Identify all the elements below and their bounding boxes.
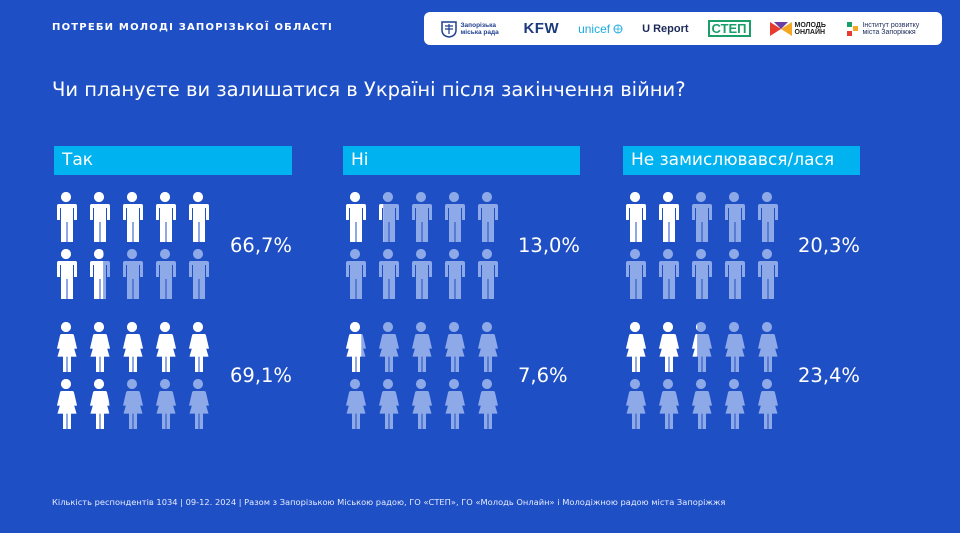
partner-logos: Запорізька міська рада KFW unicef U Repo… [424, 12, 942, 45]
pct-label-no-male: 13,0% [518, 234, 580, 257]
category-label-undecided: Не замислювався/лася [623, 146, 860, 175]
female-person-icon [189, 322, 209, 372]
female-person-icon [626, 379, 646, 429]
male-person-icon [346, 192, 366, 242]
logo-unicef: unicef [578, 21, 623, 36]
female-person-icon [57, 322, 77, 372]
female-person-icon [445, 379, 465, 429]
female-person-icon [57, 379, 77, 429]
male-person-icon [412, 249, 432, 299]
female-person-icon [156, 322, 176, 372]
female-person-icon [346, 322, 366, 372]
pct-label-yes-male: 66,7% [230, 234, 292, 257]
female-person-icon [692, 379, 712, 429]
male-person-icon [758, 249, 778, 299]
female-person-icon [478, 379, 498, 429]
male-person-icon [659, 249, 679, 299]
logo-kfw: KFW [523, 19, 560, 37]
logo-step: СТЕП [707, 20, 751, 37]
logo-instytut-rozvytku: Інститут розвитку міста Запоріжжя [847, 21, 924, 36]
female-person-icon [758, 379, 778, 429]
male-person-icon [659, 192, 679, 242]
globe-icon [613, 24, 623, 33]
female-person-icon [412, 379, 432, 429]
female-person-icon [445, 322, 465, 372]
logo-ureport: U Report [642, 22, 689, 35]
logo-text-instytut: Інститут розвитку міста Запоріжжя [862, 21, 920, 36]
female-person-icon [379, 379, 399, 429]
female-person-icon [659, 379, 679, 429]
male-person-icon [445, 249, 465, 299]
male-person-icon [478, 192, 498, 242]
male-person-icon [412, 192, 432, 242]
pct-label-undecided-female: 23,4% [798, 364, 860, 387]
female-person-icon [692, 322, 712, 372]
category-label-yes: Так [54, 146, 292, 175]
male-person-icon [123, 192, 143, 242]
city-emblem-icon [441, 20, 458, 38]
male-person-icon [758, 192, 778, 242]
male-person-icon [626, 192, 646, 242]
female-person-icon [626, 322, 646, 372]
category-label-no: Ні [343, 146, 580, 175]
male-person-icon [379, 192, 399, 242]
female-person-icon [90, 379, 110, 429]
logo-text-unicef: unicef [578, 21, 611, 36]
female-person-icon [412, 322, 432, 372]
logo-text-ureport: U Report [642, 22, 689, 35]
male-person-icon [156, 249, 176, 299]
female-person-icon [346, 379, 366, 429]
female-person-icon [189, 379, 209, 429]
male-person-icon [189, 249, 209, 299]
female-person-icon [725, 322, 745, 372]
female-person-icon [478, 322, 498, 372]
logo-text-step: СТЕП [711, 21, 747, 36]
male-person-icon [725, 192, 745, 242]
male-person-icon [478, 249, 498, 299]
molod-online-mark-icon [769, 21, 792, 36]
male-person-icon [379, 249, 399, 299]
male-person-icon [445, 192, 465, 242]
logo-text-molod: МОЛОДЬ ОНЛАЙН [794, 21, 826, 36]
male-person-icon [90, 192, 110, 242]
logo-zaporizka-miska-rada: Запорізька міська рада [441, 20, 504, 38]
logo-text-kfw: KFW [523, 19, 560, 37]
logo-molod-online: МОЛОДЬ ОНЛАЙН [769, 21, 829, 36]
pct-label-undecided-male: 20,3% [798, 234, 860, 257]
female-person-icon [123, 322, 143, 372]
male-person-icon [189, 192, 209, 242]
female-person-icon [379, 322, 399, 372]
header-title: ПОТРЕБИ МОЛОДІ ЗАПОРІЗЬКОЇ ОБЛАСТІ [52, 22, 333, 33]
pct-label-no-female: 7,6% [518, 364, 568, 387]
female-person-icon [725, 379, 745, 429]
logo-text-rada: Запорізька міська рада [460, 21, 499, 36]
male-person-icon [692, 249, 712, 299]
pct-label-yes-female: 69,1% [230, 364, 292, 387]
female-person-icon [90, 322, 110, 372]
male-person-icon [57, 192, 77, 242]
male-person-icon [123, 249, 143, 299]
female-person-icon [123, 379, 143, 429]
female-person-icon [659, 322, 679, 372]
male-person-icon [346, 249, 366, 299]
male-person-icon [626, 249, 646, 299]
male-person-icon [725, 249, 745, 299]
male-person-icon [90, 249, 110, 299]
male-person-icon [692, 192, 712, 242]
female-person-icon [758, 322, 778, 372]
footer-note: Кількість респондентів 1034 | 09-12. 202… [52, 497, 726, 507]
institute-mark-icon [847, 21, 859, 36]
male-person-icon [156, 192, 176, 242]
male-person-icon [57, 249, 77, 299]
female-person-icon [156, 379, 176, 429]
chart-title: Чи плануєте ви залишатися в Україні післ… [52, 78, 686, 101]
